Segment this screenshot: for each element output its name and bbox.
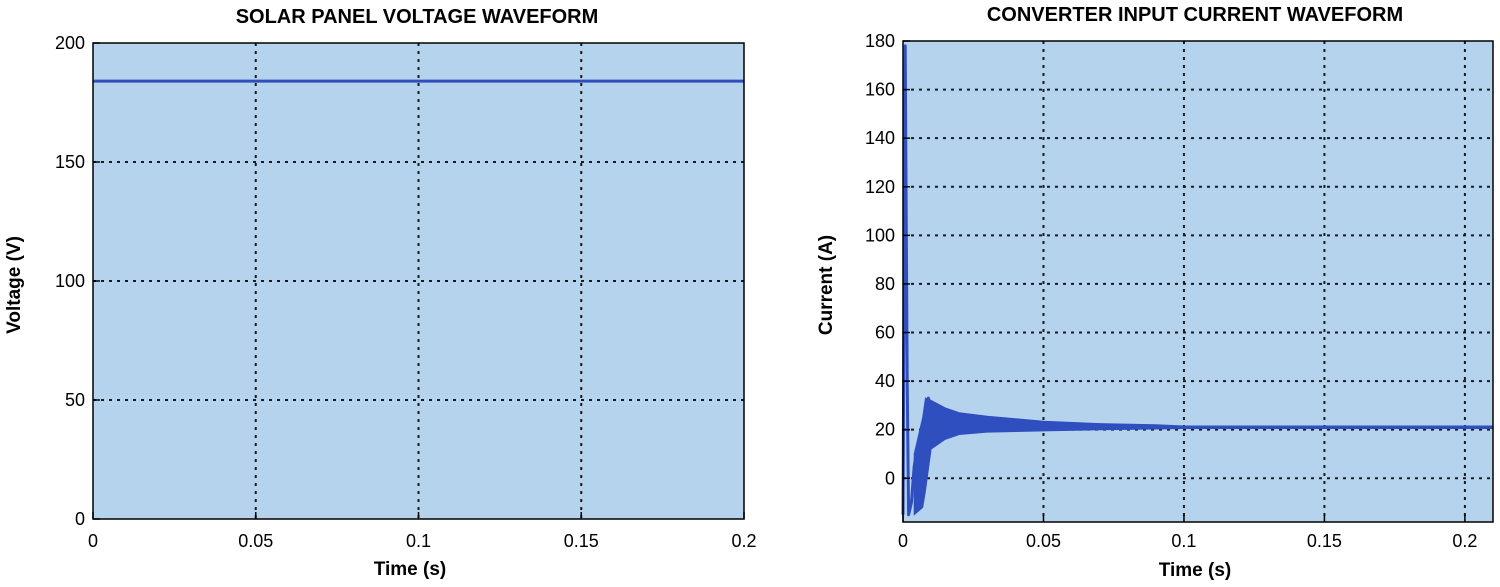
plot-frame	[902, 40, 1494, 523]
voltage-chart: 0 0.05 0.1 0.15 0.2 0 50 100 150 200 SOLAR PANEL V…	[4, 6, 757, 580]
x-axis-label: Time (s)	[1159, 560, 1232, 581]
current-chart: 0 0.05 0.1 0.15 0.2 0 20 40 60 80 100 120 140 160 180 C…	[816, 4, 1494, 581]
y-tick-label: 0	[885, 468, 895, 488]
chart-title: SOLAR PANEL VOLTAGE WAVEFORM	[236, 6, 599, 28]
plot-area	[93, 43, 744, 519]
y-tick-label: 40	[875, 371, 895, 391]
x-tick-label: 0.1	[406, 531, 431, 551]
y-tick-label: 50	[65, 390, 85, 410]
y-tick-label: 100	[865, 225, 895, 245]
y-axis-label: Voltage (V)	[4, 236, 25, 334]
x-tick-label: 0	[88, 531, 98, 551]
y-tick-label: 100	[55, 271, 85, 291]
x-tick-label: 0.2	[731, 531, 756, 551]
chart-title: CONVERTER INPUT CURRENT WAVEFORM	[987, 4, 1403, 26]
x-tick-label: 0.1	[1171, 531, 1196, 551]
x-tick-label: 0	[898, 531, 908, 551]
x-axis-label: Time (s)	[374, 559, 447, 580]
y-axis-label: Current (A)	[816, 235, 837, 335]
plot-area	[903, 41, 1493, 522]
x-tick-label: 0.15	[564, 531, 599, 551]
y-tick-label: 180	[865, 31, 895, 51]
y-tick-label: 150	[55, 152, 85, 172]
y-tick-label: 200	[55, 33, 85, 53]
x-tick-label: 0.05	[238, 531, 273, 551]
x-tick-label: 0.05	[1026, 531, 1061, 551]
x-tick-label: 0.15	[1307, 531, 1342, 551]
y-tick-label: 20	[875, 420, 895, 440]
y-tick-label: 140	[865, 128, 895, 148]
x-tick-label: 0.2	[1452, 531, 1477, 551]
y-tick-label: 160	[865, 80, 895, 100]
y-tick-label: 0	[75, 509, 85, 529]
series-line	[901, 44, 1493, 517]
y-tick-label: 60	[875, 323, 895, 343]
y-tick-label: 120	[865, 177, 895, 197]
y-tick-label: 80	[875, 274, 895, 294]
